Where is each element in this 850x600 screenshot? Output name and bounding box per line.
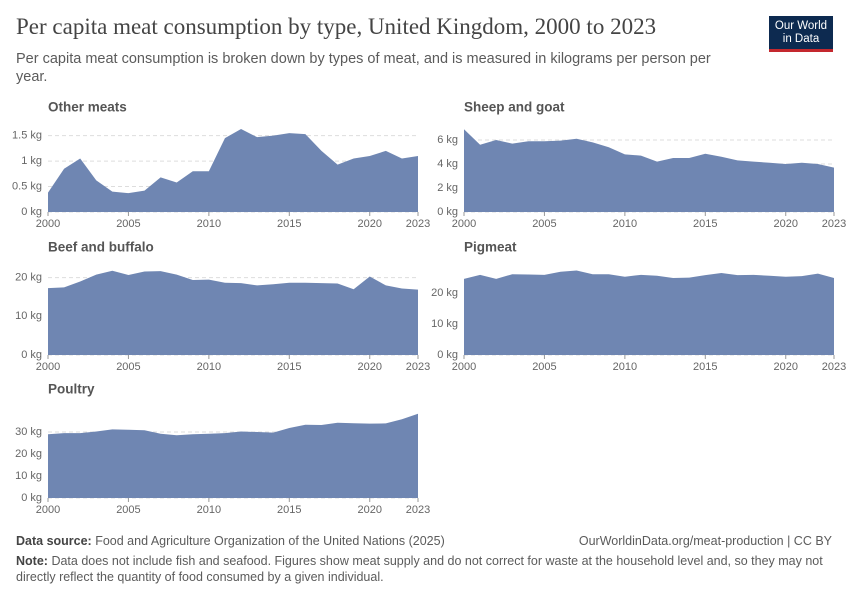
x-tick-label: 2010: [197, 218, 221, 230]
x-tick-label: 2010: [197, 504, 221, 516]
y-tick-label: 2 kg: [437, 182, 458, 194]
y-tick-label: 4 kg: [437, 158, 458, 170]
chart-title: Other meats: [48, 100, 127, 115]
x-tick-label: 2000: [452, 361, 476, 373]
y-tick-label: 20 kg: [15, 448, 42, 460]
y-tick-label: 10 kg: [431, 318, 458, 330]
y-tick-label: 20 kg: [431, 287, 458, 299]
chart-title: Pigmeat: [464, 240, 517, 255]
y-tick-label: 0 kg: [21, 349, 42, 361]
x-tick-label: 2020: [357, 361, 381, 373]
source-label: Data source:: [16, 534, 92, 548]
x-tick-label: 2023: [406, 361, 430, 373]
x-tick-label: 2010: [197, 361, 221, 373]
y-tick-label: 0 kg: [437, 349, 458, 361]
chart-title: Poultry: [48, 382, 95, 397]
y-tick-label: 0 kg: [437, 206, 458, 218]
x-tick-label: 2005: [532, 361, 556, 373]
y-tick-label: 20 kg: [15, 272, 42, 284]
logo-text: in Data: [782, 33, 820, 45]
y-tick-label: 0.5 kg: [12, 180, 42, 192]
charts: Other meats 0 kg 0.5 kg 1 kg 1.5 kg 2000 2005 2…: [12, 100, 846, 516]
x-tick-label: 2005: [116, 504, 140, 516]
x-tick-label: 2000: [36, 218, 60, 230]
y-tick-label: 10 kg: [15, 310, 42, 322]
logo-text: Our World: [774, 20, 828, 32]
y-tick-label: 6 kg: [437, 134, 458, 146]
x-tick-label: 2015: [277, 504, 301, 516]
title: Per capita meat consumption by type, Uni…: [16, 14, 657, 39]
url[interactable]: OurWorldinData.org/meat-production | CC …: [578, 534, 832, 548]
x-tick-label: 2015: [277, 361, 301, 373]
x-tick-label: 2005: [116, 361, 140, 373]
x-tick-label: 2015: [693, 361, 717, 373]
note: Note: Data does not include fish and sea…: [16, 553, 831, 585]
x-tick-label: 2023: [822, 218, 846, 230]
x-tick-label: 2005: [532, 218, 556, 230]
area: [48, 413, 418, 498]
area: [464, 270, 834, 355]
y-tick-label: 0 kg: [21, 492, 42, 504]
y-tick-label: 0 kg: [21, 206, 42, 218]
area: [48, 129, 418, 212]
source-text: Food and Agriculture Organization of the…: [95, 534, 445, 548]
x-tick-label: 2020: [773, 218, 797, 230]
y-tick-label: 10 kg: [15, 470, 42, 482]
x-tick-label: 2010: [613, 361, 637, 373]
chart-title: Beef and buffalo: [48, 240, 154, 255]
source: Data source: Food and Agriculture Organi…: [16, 533, 445, 549]
subtitle: Per capita meat consumption is broken do…: [16, 51, 711, 85]
note-text: Data does not include fish and seafood. …: [16, 554, 823, 584]
x-tick-label: 2000: [36, 361, 60, 373]
x-tick-label: 2020: [357, 504, 381, 516]
y-tick-label: 30 kg: [15, 426, 42, 438]
x-tick-label: 2020: [357, 218, 381, 230]
y-tick-label: 1.5 kg: [12, 130, 42, 142]
chart-title: Sheep and goat: [464, 100, 565, 115]
area: [48, 270, 418, 355]
x-tick-label: 2020: [773, 361, 797, 373]
x-tick-label: 2010: [613, 218, 637, 230]
logo[interactable]: Our World in Data: [769, 16, 833, 52]
x-tick-label: 2000: [452, 218, 476, 230]
x-tick-label: 2023: [822, 361, 846, 373]
x-tick-label: 2005: [116, 218, 140, 230]
x-tick-label: 2023: [406, 218, 430, 230]
x-tick-label: 2023: [406, 504, 430, 516]
x-tick-label: 2000: [36, 504, 60, 516]
x-tick-label: 2015: [693, 218, 717, 230]
x-tick-label: 2015: [277, 218, 301, 230]
note-label: Note:: [16, 554, 48, 568]
area: [464, 129, 834, 212]
y-tick-label: 1 kg: [21, 155, 42, 167]
